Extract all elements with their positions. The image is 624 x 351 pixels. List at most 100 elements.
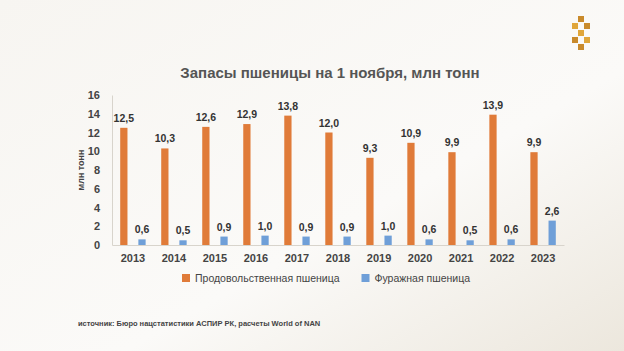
bar xyxy=(161,148,168,245)
logo-cell xyxy=(584,23,590,29)
bar xyxy=(220,237,227,245)
data-label: 0,5 xyxy=(463,224,478,236)
data-label: 0,6 xyxy=(504,223,519,235)
data-label: 1,0 xyxy=(381,220,396,232)
data-label: 0,9 xyxy=(299,221,314,233)
legend-swatch xyxy=(182,274,190,282)
legend: Продовольственная пшеница Фуражная пшениц… xyxy=(182,272,470,284)
logo-cell xyxy=(578,44,584,50)
legend-item: Продовольственная пшеница xyxy=(182,272,340,284)
bar xyxy=(284,116,291,245)
y-tick: 10 xyxy=(88,145,112,157)
logo-cell xyxy=(572,23,578,29)
x-tick-label: 2015 xyxy=(203,252,227,264)
data-label: 0,9 xyxy=(340,221,355,233)
y-tick: 12 xyxy=(88,127,112,139)
background xyxy=(0,0,624,351)
x-tick: 2013 xyxy=(121,245,145,264)
y-tick: 4 xyxy=(94,202,112,214)
data-label: 0,6 xyxy=(135,223,150,235)
y-axis-title: млн тонн xyxy=(76,150,86,191)
x-tick: 2018 xyxy=(326,245,350,264)
x-tick: 2021 xyxy=(449,245,473,264)
y-axis: 0 2 4 6 8 10 12 14 16 xyxy=(88,89,113,251)
data-labels: 12,510,312,612,913,812,09,310,99,913,99,… xyxy=(114,99,560,237)
title: Запасы пшеницы на 1 ноября, млн тонн xyxy=(180,64,479,81)
y-tick: 2 xyxy=(94,220,112,232)
bar xyxy=(343,237,350,245)
bar xyxy=(120,128,127,245)
x-tick: 2022 xyxy=(490,245,514,264)
data-label: 0,6 xyxy=(422,223,437,235)
bar xyxy=(448,152,455,245)
x-tick-label: 2016 xyxy=(244,252,268,264)
y-tick: 6 xyxy=(94,183,112,195)
bar xyxy=(261,236,268,245)
data-label: 0,5 xyxy=(176,224,191,236)
x-tick-label: 2023 xyxy=(531,252,555,264)
data-label: 10,9 xyxy=(401,127,422,139)
x-tick-label: 2021 xyxy=(449,252,473,264)
data-label: 9,9 xyxy=(445,136,460,148)
y-tick-label: 16 xyxy=(88,89,100,101)
data-label: 9,3 xyxy=(363,142,378,154)
legend-item: Фуражная пшеница xyxy=(362,272,471,284)
bar xyxy=(366,158,373,245)
bar xyxy=(530,152,537,245)
logo-cell xyxy=(584,37,590,43)
bar xyxy=(243,124,250,245)
bar xyxy=(508,239,515,245)
bar xyxy=(202,127,209,245)
logo-cell xyxy=(578,16,584,22)
data-label: 12,5 xyxy=(114,112,135,124)
legend-swatch xyxy=(362,274,370,282)
x-tick-label: 2013 xyxy=(121,252,145,264)
y-tick-label: 6 xyxy=(94,183,100,195)
x-tick-label: 2022 xyxy=(490,252,514,264)
y-tick: 8 xyxy=(94,164,112,176)
y-tick: 0 xyxy=(94,239,112,251)
data-label: 13,9 xyxy=(483,99,504,111)
data-label: 13,8 xyxy=(278,100,299,112)
bar xyxy=(549,221,556,245)
data-label: 12,9 xyxy=(237,108,258,120)
logo xyxy=(572,16,590,50)
y-tick-label: 14 xyxy=(88,108,101,120)
x-tick-label: 2014 xyxy=(162,252,187,264)
x-tick: 2016 xyxy=(244,245,268,264)
y-tick: 14 xyxy=(88,108,112,120)
x-axis: 2013 2014 2015 2016 2017 2018 2019 2020 2021 2022… xyxy=(113,245,565,264)
bar xyxy=(138,239,145,245)
x-tick: 2015 xyxy=(203,245,227,264)
y-tick-label: 2 xyxy=(94,220,100,232)
x-tick: 2020 xyxy=(408,245,432,264)
plot: 0246810121416201320142015201620172018201… xyxy=(88,89,565,264)
data-label: 12,6 xyxy=(196,111,217,123)
bar xyxy=(384,236,391,245)
x-tick: 2019 xyxy=(367,245,391,264)
data-label: 1,0 xyxy=(258,220,273,232)
source-note: источник: Бюро нацстатистики АСПИР РК, р… xyxy=(78,319,320,328)
bar xyxy=(325,133,332,246)
x-axis-line xyxy=(113,245,565,246)
data-label: 12,0 xyxy=(319,117,340,129)
data-label: 2,6 xyxy=(545,205,560,217)
x-tick: 2014 xyxy=(162,245,187,264)
bars xyxy=(120,115,556,245)
bar xyxy=(302,237,309,245)
x-tick-label: 2020 xyxy=(408,252,432,264)
x-tick: 2017 xyxy=(285,245,309,264)
legend-label: Фуражная пшеница xyxy=(375,272,471,284)
y-tick-label: 12 xyxy=(88,127,100,139)
y-tick-label: 8 xyxy=(94,164,100,176)
y-tick-label: 10 xyxy=(88,145,100,157)
logo-cell xyxy=(578,30,584,36)
bar xyxy=(489,115,496,245)
bar xyxy=(466,240,473,245)
y-tick-label: 0 xyxy=(94,239,100,251)
bar xyxy=(179,240,186,245)
y-tick: 16 xyxy=(88,89,112,101)
bar xyxy=(407,143,414,245)
bar xyxy=(425,239,432,245)
y-tick-label: 4 xyxy=(94,202,101,214)
